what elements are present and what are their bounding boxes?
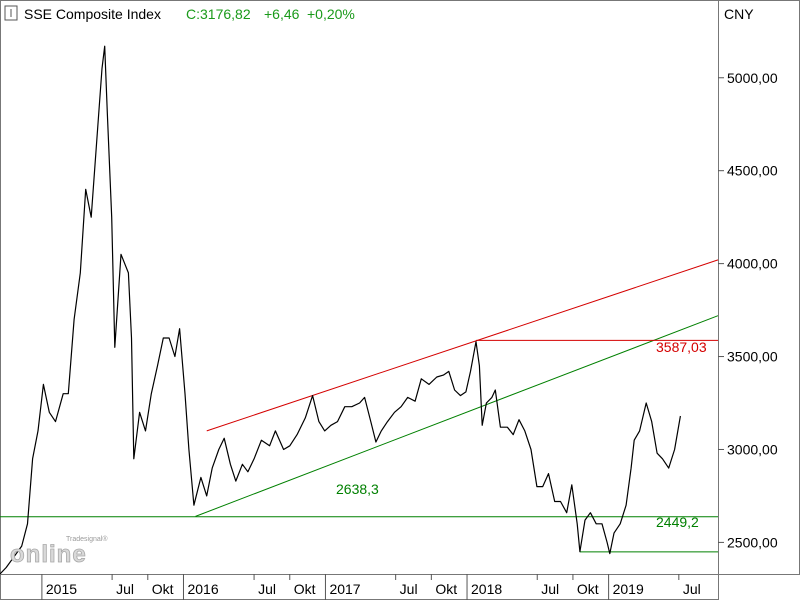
x-tick-label: Okt xyxy=(152,581,174,597)
y-tick-label: 5000,00 xyxy=(727,70,778,86)
price-series-line xyxy=(0,45,681,575)
x-tick-label: Okt xyxy=(294,581,316,597)
x-tick-label: 2018 xyxy=(471,581,502,597)
x-tick-label: Jul xyxy=(258,581,276,597)
y-tick-label: 4500,00 xyxy=(727,163,778,179)
x-tick-label: Jul xyxy=(400,581,418,597)
trendline-1 xyxy=(195,315,719,517)
chart-header: SSE Composite Index C:3176,82 +6,46 +0,2… xyxy=(4,5,355,22)
quote-close: C:3176,82 xyxy=(186,6,251,22)
x-tick-label: Jul xyxy=(116,581,134,597)
chart-title: SSE Composite Index xyxy=(24,6,161,22)
y-tick-label: 3000,00 xyxy=(727,441,778,457)
x-tick-label: Okt xyxy=(435,581,457,597)
y-tick-label: 2500,00 xyxy=(727,534,778,550)
x-axis-ticks: 2015 Jul Okt 2016 Jul Okt 2017 Jul Okt 2018 Jul Okt… xyxy=(41,574,701,600)
logo-product-text: online xyxy=(10,541,87,566)
annotation-lines xyxy=(0,259,719,553)
x-tick-label: 2017 xyxy=(329,581,360,597)
x-tick-label: Jul xyxy=(683,581,701,597)
trendline-0 xyxy=(206,259,719,432)
x-tick-label: Okt xyxy=(577,581,599,597)
x-tick-label: 2016 xyxy=(187,581,218,597)
logo-maker-text: Tradesignal® xyxy=(66,535,108,543)
y-axis-ticks: 2500,00 3000,00 3500,00 4000,00 4500,00 5000,… xyxy=(718,70,778,550)
y-tick-label: 3500,00 xyxy=(727,349,778,365)
y-axis-frame xyxy=(718,0,800,575)
level-label-green-support: 2638,3 xyxy=(336,481,379,497)
tradesignal-online-logo: Tradesignal® online xyxy=(10,535,109,566)
x-tick-label: 2019 xyxy=(613,581,644,597)
x-tick-label: 2015 xyxy=(46,581,77,597)
quote-change-pct: +0,20% xyxy=(307,6,355,22)
currency-label: CNY xyxy=(724,6,754,22)
quote-change: +6,46 xyxy=(264,6,300,22)
level-label-red-resistance: 3587,03 xyxy=(656,339,707,355)
y-tick-label: 4000,00 xyxy=(727,256,778,272)
level-label-green-low: 2449,2 xyxy=(656,514,699,530)
x-tick-label: Jul xyxy=(541,581,559,597)
